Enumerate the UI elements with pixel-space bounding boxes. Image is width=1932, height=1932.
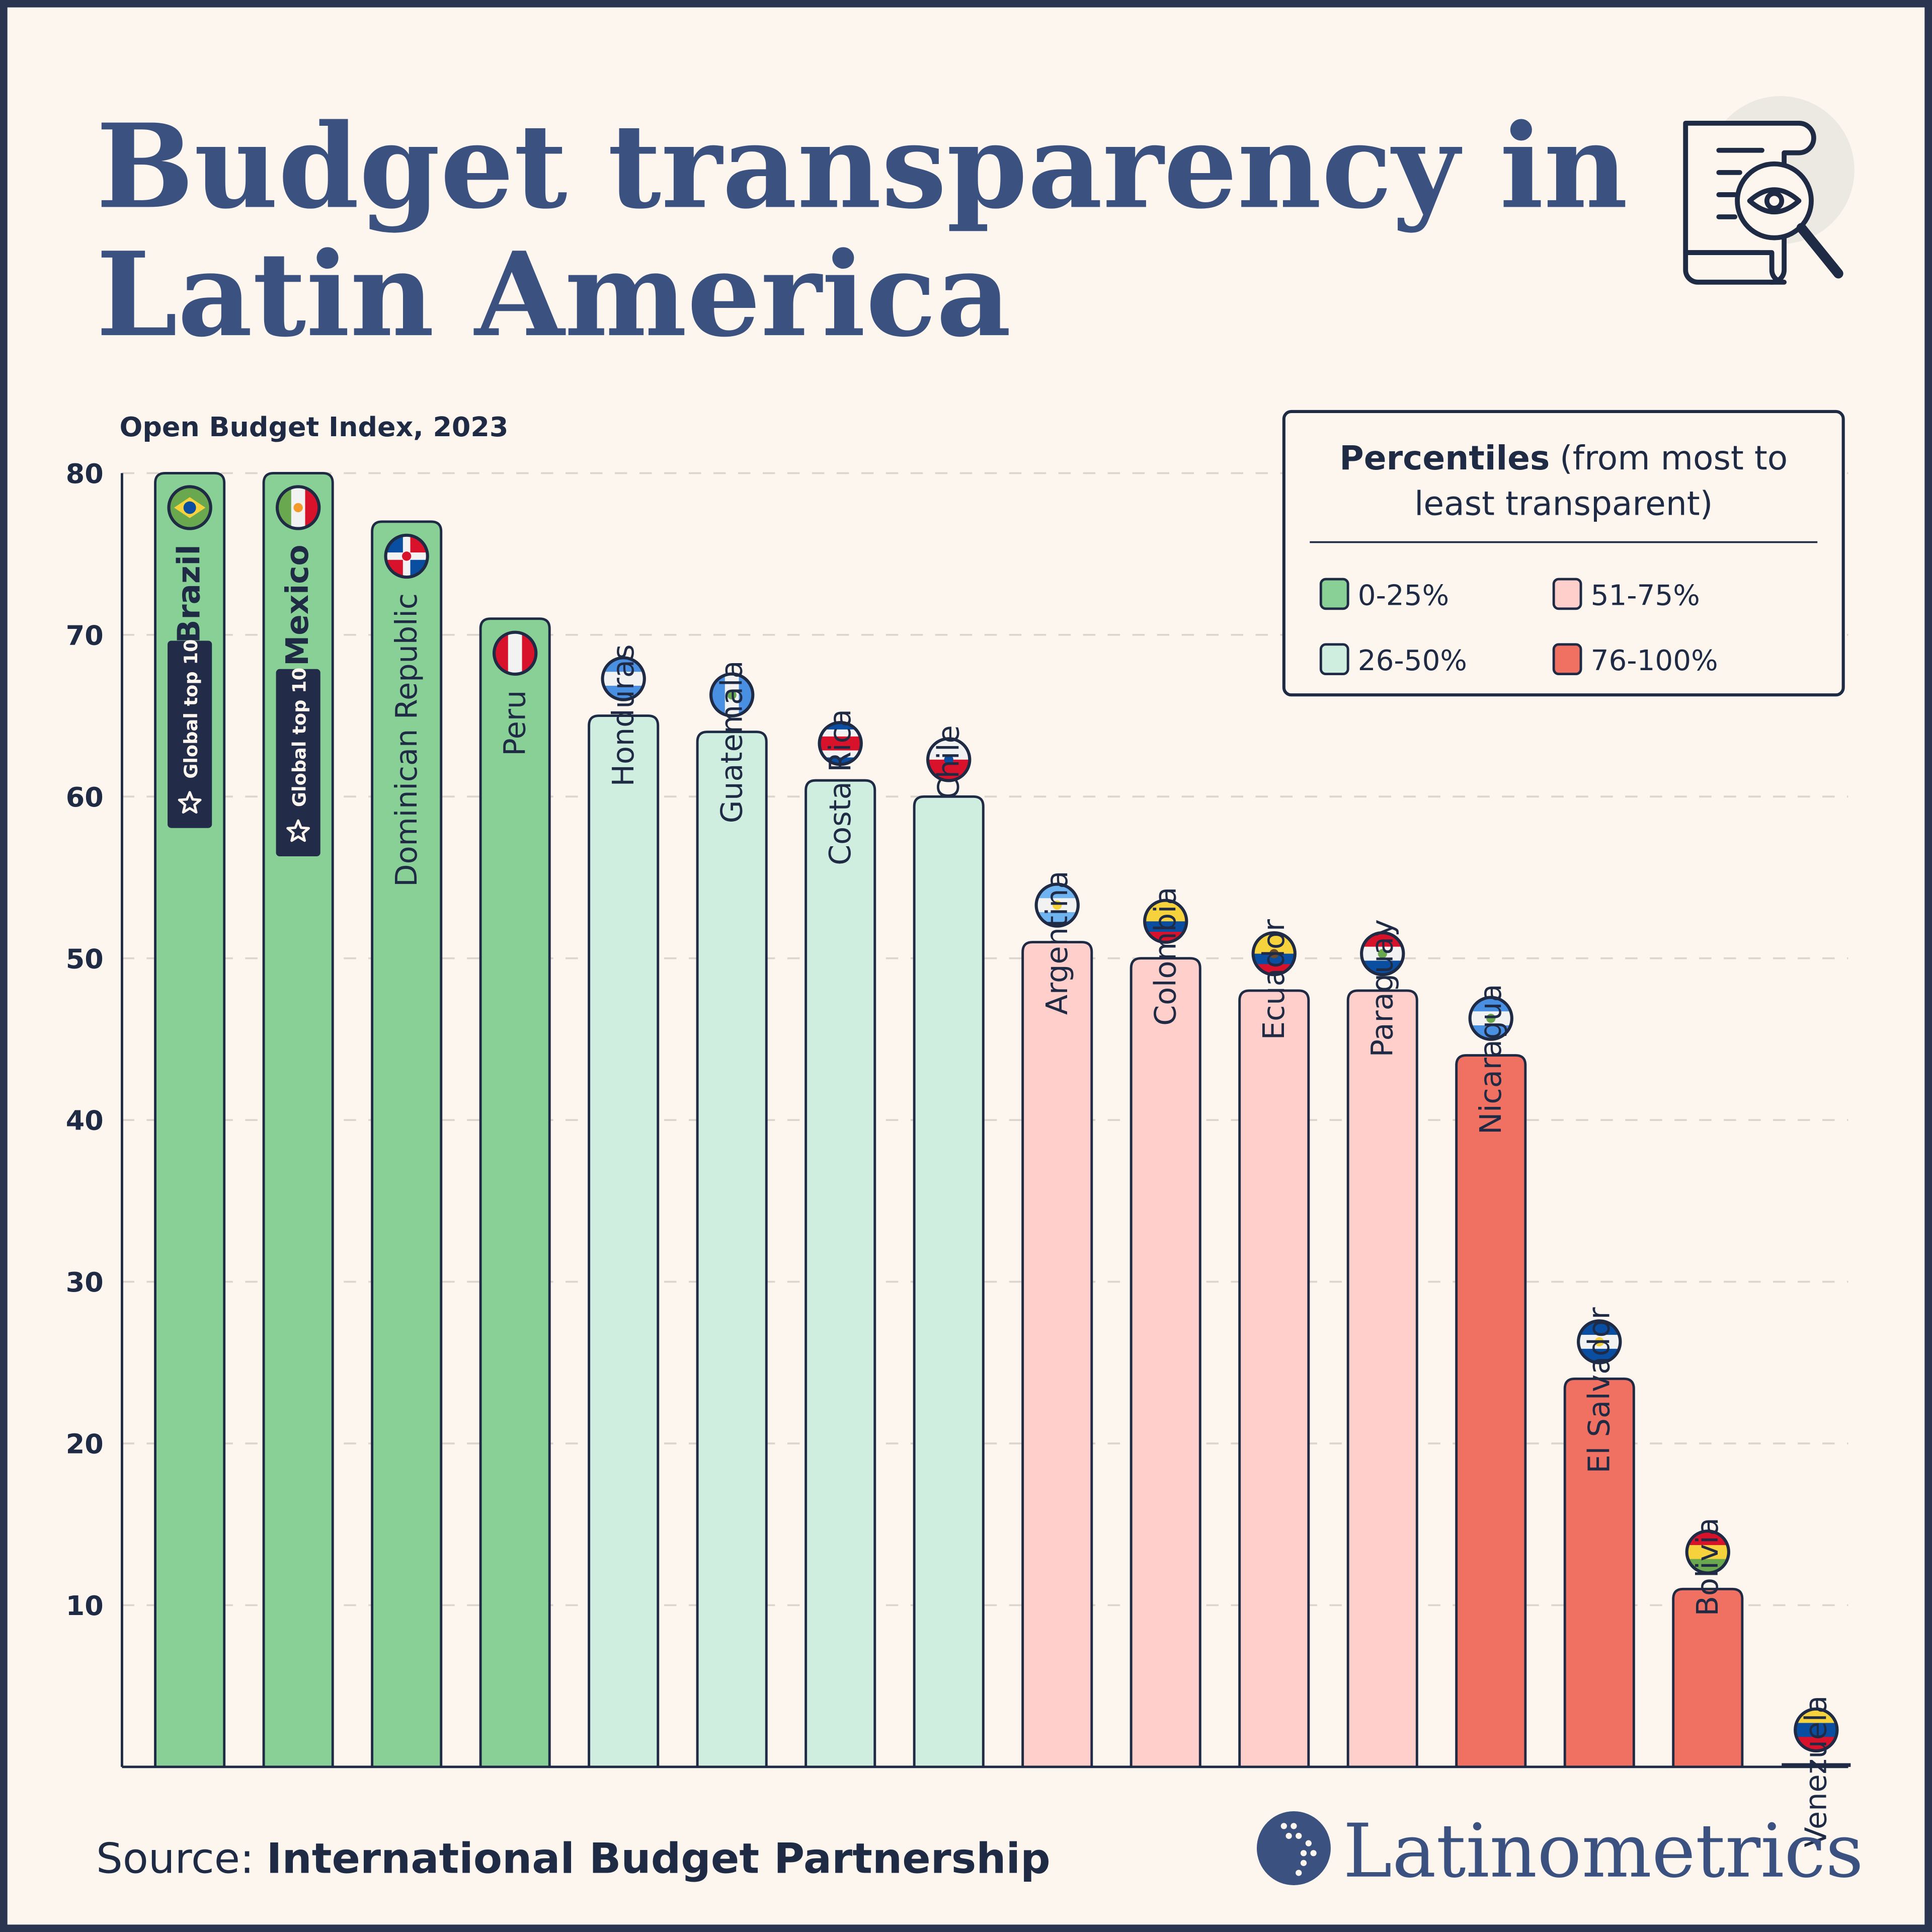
y-tick-label: 40	[66, 1105, 104, 1137]
bar-label: Colombia	[1148, 887, 1182, 1026]
source: Source: International Budget Partnership	[96, 1834, 1051, 1883]
bar-label: Venezuela	[1798, 1696, 1833, 1847]
bar-group-chile: Chile	[913, 725, 985, 1767]
source-label: Source:	[96, 1834, 254, 1883]
bar	[479, 617, 551, 1767]
y-tick-label: 10	[66, 1590, 104, 1622]
y-tick-label: 20	[66, 1428, 104, 1460]
bar-label: Bolivia	[1690, 1517, 1725, 1616]
bar-label: Ecuador	[1256, 919, 1291, 1040]
legend-box	[1282, 410, 1845, 697]
latin-america-map-logo-icon	[1256, 1811, 1331, 1885]
bar-group-nicaragua: Nicaragua	[1455, 984, 1527, 1767]
badge-text: Global top 10	[288, 668, 310, 807]
bar	[371, 520, 443, 1767]
legend-swatch	[1319, 578, 1349, 610]
star-icon	[286, 819, 310, 842]
bar-group-honduras: Honduras	[588, 645, 660, 1767]
bar-label: El Salvador	[1581, 1307, 1616, 1474]
legend-title-line-2: least transparent)	[1414, 485, 1713, 523]
bar-group-dominican-republic: Dominican Republic	[371, 520, 443, 1767]
legend: Percentiles (from most to least transpare…	[1282, 410, 1845, 697]
bar-group-ecuador: Ecuador	[1238, 919, 1310, 1767]
y-tick-label: 80	[66, 458, 104, 490]
legend-item: 26-50%	[1319, 643, 1467, 677]
legend-label: 76-100%	[1591, 645, 1718, 677]
document-magnifier-eye-icon	[1683, 96, 1855, 285]
y-tick-label: 70	[66, 619, 104, 651]
title-line-2: Latin America	[96, 227, 1011, 363]
legend-title-line-1: Percentiles (from most to	[1339, 439, 1788, 477]
bar-group-argentina: Argentina	[1021, 871, 1093, 1767]
bar-label: Brazil	[172, 544, 207, 643]
bar-label: Mexico	[280, 544, 315, 666]
legend-title-bold: Percentiles	[1339, 439, 1550, 477]
bar	[1346, 989, 1418, 1767]
bar	[1672, 1587, 1744, 1767]
legend-title-rest: (from most to	[1560, 439, 1788, 477]
legend-swatch	[1552, 643, 1582, 676]
bar-label: Guatemala	[714, 661, 749, 824]
global-top-10-badge: Global top 10	[276, 668, 320, 857]
brand-wordmark: Latinometrics	[1343, 1808, 1863, 1894]
bar-label: Peru	[497, 690, 532, 756]
bar	[1130, 957, 1201, 1767]
bar-group-paraguay: Paraguay	[1346, 919, 1418, 1767]
legend-item: 51-75%	[1552, 578, 1700, 612]
bar-label: Chile	[931, 725, 965, 799]
bar	[804, 779, 876, 1767]
bar-label: Honduras	[606, 645, 640, 787]
source-value: International Budget Partnership	[266, 1834, 1050, 1883]
bar-label: Paraguay	[1364, 919, 1399, 1057]
bar-group-colombia: Colombia	[1130, 887, 1201, 1767]
legend-label: 0-25%	[1358, 579, 1449, 612]
bar-group-venezuela: Venezuela	[1782, 1696, 1851, 1847]
legend-item: 76-100%	[1552, 643, 1718, 677]
y-tick-label: 50	[66, 943, 104, 975]
bar-label: Costa Rica	[823, 709, 857, 865]
badge-text: Global top 10	[180, 639, 202, 778]
y-axis-ticks: 10 20 30 40 50 60 70 80	[66, 458, 104, 1622]
bar	[696, 731, 768, 1767]
global-top-10-badge: Global top 10	[168, 639, 212, 828]
legend-swatch	[1552, 578, 1582, 610]
bar	[1455, 1054, 1527, 1767]
title-line-1: Budget transparency in	[96, 99, 1628, 234]
bar-group-guatemala: Guatemala	[696, 661, 768, 1767]
bar-group-bolivia: Bolivia	[1672, 1517, 1744, 1767]
bar	[1238, 989, 1310, 1767]
star-icon	[178, 791, 202, 814]
bar-group-costa-rica: Costa Rica	[804, 709, 876, 1767]
legend-item: 0-25%	[1319, 578, 1449, 612]
legend-label: 26-50%	[1358, 645, 1467, 677]
bar-group-el-salvador: El Salvador	[1563, 1307, 1635, 1767]
chart-subtitle: Open Budget Index, 2023	[120, 411, 509, 443]
bar-label: Dominican Republic	[389, 593, 424, 887]
legend-swatch	[1319, 643, 1349, 676]
bar	[1563, 1377, 1635, 1767]
bar	[1021, 941, 1093, 1767]
legend-label: 51-75%	[1591, 579, 1700, 612]
bar	[913, 795, 985, 1767]
bar	[588, 714, 660, 1767]
bar	[1782, 1763, 1851, 1767]
y-tick-label: 60	[66, 781, 104, 813]
bar-label: Nicaragua	[1473, 984, 1508, 1135]
y-tick-label: 30	[66, 1266, 104, 1298]
bar-group-peru: Peru	[479, 617, 551, 1767]
bar-label: Argentina	[1039, 871, 1074, 1015]
